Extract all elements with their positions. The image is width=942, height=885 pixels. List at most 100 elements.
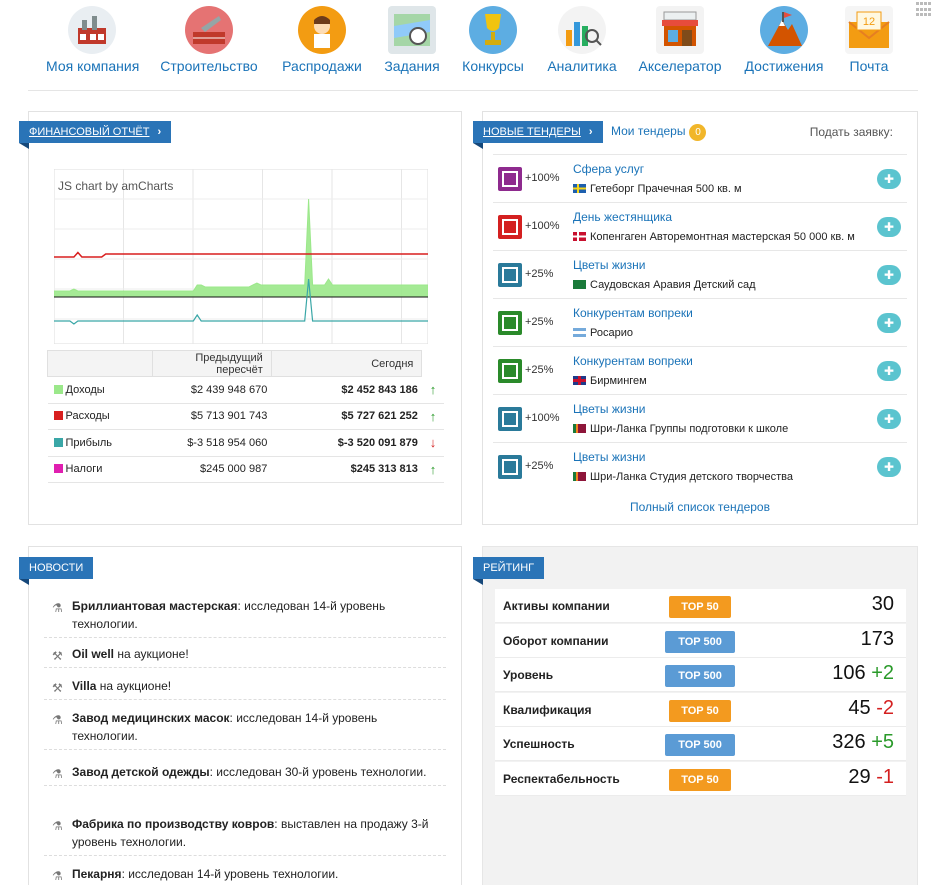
rating-value-wrap: 326 +5 xyxy=(832,731,894,754)
rating-badge[interactable]: TOP 50 xyxy=(669,596,731,618)
tender-row: +25% Конкурентам вопреки Росарио ✚ xyxy=(493,298,907,346)
nav-analytics[interactable]: Аналитика xyxy=(546,6,618,74)
tenders-panel: НОВЫЕ ТЕНДЕРЫ › Мои тендеры 0 Подать заявк… xyxy=(473,111,918,525)
rating-label: Активы компании xyxy=(503,599,610,613)
news-text: : исследован 14-й уровень технологии. xyxy=(72,711,378,743)
nav-construction[interactable]: Строительство xyxy=(157,6,261,74)
col-prev: Предыдущий пересчёт xyxy=(152,350,272,377)
today-value: $-3 520 091 879 xyxy=(271,429,422,457)
rating-value-wrap: 29 -1 xyxy=(848,766,894,789)
tender-bonus: +25% xyxy=(525,268,554,280)
tender-name[interactable]: Цветы жизни xyxy=(573,258,646,272)
apply-tender-button[interactable]: ✚ xyxy=(877,265,901,285)
rating-value: 29 xyxy=(848,766,871,788)
nav-separator xyxy=(28,90,918,91)
trophy-icon xyxy=(469,6,517,54)
nav-contests[interactable]: Конкурсы xyxy=(460,6,526,74)
rating-value: 326 xyxy=(832,731,866,754)
news-item: ⚗ Бриллиантовая мастерская: исследован 14… xyxy=(44,591,446,638)
achievements-icon xyxy=(760,6,808,54)
tender-name[interactable]: Конкурентам вопреки xyxy=(573,354,693,368)
apply-tender-button[interactable]: ✚ xyxy=(877,409,901,429)
nav-label: Строительство xyxy=(160,58,258,74)
hammer-icon: ⚒ xyxy=(52,649,63,663)
chart-svg xyxy=(53,168,429,345)
flag-icon xyxy=(573,424,586,433)
news-text: на аукционе! xyxy=(114,647,189,661)
apply-tender-button[interactable]: ✚ xyxy=(877,217,901,237)
my-tenders-link[interactable]: Мои тендеры 0 xyxy=(611,124,707,141)
prev-value: $5 713 901 743 xyxy=(152,403,272,430)
news-header: НОВОСТИ xyxy=(19,557,94,585)
rating-row: Оборот компании TOP 500 173 xyxy=(495,623,906,658)
rating-badge[interactable]: TOP 500 xyxy=(665,734,735,757)
rating-title: РЕЙТИНГ xyxy=(483,562,535,574)
arrow-up-icon: ↑ xyxy=(421,376,444,404)
finance-header[interactable]: ФИНАНСОВЫЙ ОТЧЁТ › xyxy=(19,121,172,149)
tender-name[interactable]: Конкурентам вопреки xyxy=(573,306,693,320)
tender-location-text: Бирмингем xyxy=(590,375,647,387)
rating-badge[interactable]: TOP 500 xyxy=(665,630,735,653)
apply-tender-button[interactable]: ✚ xyxy=(877,169,901,189)
nav-sales[interactable]: Распродажи xyxy=(280,6,364,74)
chart-credit[interactable]: JS chart by amCharts xyxy=(58,179,174,193)
chevron-right-icon: › xyxy=(157,126,162,138)
tender-name[interactable]: Сфера услуг xyxy=(573,162,645,176)
tender-name[interactable]: День жестянщика xyxy=(573,210,673,224)
prev-value: $245 000 987 xyxy=(152,456,272,483)
apply-tender-button[interactable]: ✚ xyxy=(877,313,901,333)
nav-my-company[interactable]: Моя компания xyxy=(46,6,139,74)
rating-badge[interactable]: TOP 500 xyxy=(665,665,735,688)
rating-label: Респектабельность xyxy=(503,772,620,786)
rating-value: 45 xyxy=(848,696,871,719)
nav-mail[interactable]: 12 Почта xyxy=(842,6,896,74)
tender-location-text: Шри-Ланка Студия детского творчества xyxy=(590,471,794,483)
tender-name[interactable]: Цветы жизни xyxy=(573,402,646,416)
add-user-icon: ✚ xyxy=(883,412,895,426)
tender-name[interactable]: Цветы жизни xyxy=(573,450,646,464)
news-subject: Бриллиантовая мастерская xyxy=(72,599,238,613)
news-subject: Завод медицинских масок xyxy=(72,711,230,725)
nav-achievements[interactable]: Достижения xyxy=(742,6,826,74)
prev-value: $2 439 948 670 xyxy=(152,376,272,404)
rating-value-wrap: 173 xyxy=(861,628,894,651)
apps-grid-icon[interactable] xyxy=(916,2,934,18)
tender-bonus: +100% xyxy=(525,172,560,184)
nav-accelerator[interactable]: Акселератор xyxy=(636,6,724,74)
nav-label: Конкурсы xyxy=(462,58,524,74)
flask-icon: ⚗ xyxy=(52,713,63,727)
nav-tasks[interactable]: Задания xyxy=(383,6,441,74)
nav-label: Аналитика xyxy=(547,58,617,74)
seller-icon xyxy=(298,6,346,54)
rating-badge[interactable]: TOP 50 xyxy=(669,769,731,791)
tenders-header[interactable]: НОВЫЕ ТЕНДЕРЫ › xyxy=(473,121,603,149)
news-item: ⚗ Завод медицинских масок: исследован 14-… xyxy=(44,703,446,750)
news-text: на аукционе! xyxy=(96,679,172,693)
tender-location-text: Росарио xyxy=(590,327,633,339)
top-navigation: Моя компания Строительство Распродажи За… xyxy=(0,0,942,90)
mail-badge: 12 xyxy=(863,16,875,28)
finance-row-label: Доходы xyxy=(47,376,153,404)
shop-icon xyxy=(656,6,704,54)
full-tender-list-link[interactable]: Полный список тендеров xyxy=(630,500,770,514)
tender-category-icon xyxy=(498,263,522,287)
apply-tender-button[interactable]: ✚ xyxy=(877,361,901,381)
prev-value: $-3 518 954 060 xyxy=(152,429,272,457)
rating-delta: +5 xyxy=(871,731,894,754)
rating-badge[interactable]: TOP 50 xyxy=(669,699,731,722)
add-user-icon: ✚ xyxy=(883,364,895,378)
nav-label: Достижения xyxy=(744,58,824,74)
legend-swatch xyxy=(53,464,63,474)
news-text: : исследован 14-й уровень технологии. xyxy=(72,599,386,631)
tender-category-icon xyxy=(498,407,522,431)
tender-category-icon xyxy=(498,167,522,191)
row-label: Расходы xyxy=(65,410,110,423)
news-subject: Villa xyxy=(72,679,97,693)
trowel-icon xyxy=(185,6,233,54)
add-user-icon: ✚ xyxy=(883,460,895,474)
analytics-icon xyxy=(558,6,606,54)
rating-value-wrap: 45 -2 xyxy=(848,697,894,720)
tender-bonus: +100% xyxy=(525,412,560,424)
apply-tender-button[interactable]: ✚ xyxy=(877,457,901,477)
tender-location: Копенгаген Авторемонтная мастерская 50 0… xyxy=(573,231,855,243)
